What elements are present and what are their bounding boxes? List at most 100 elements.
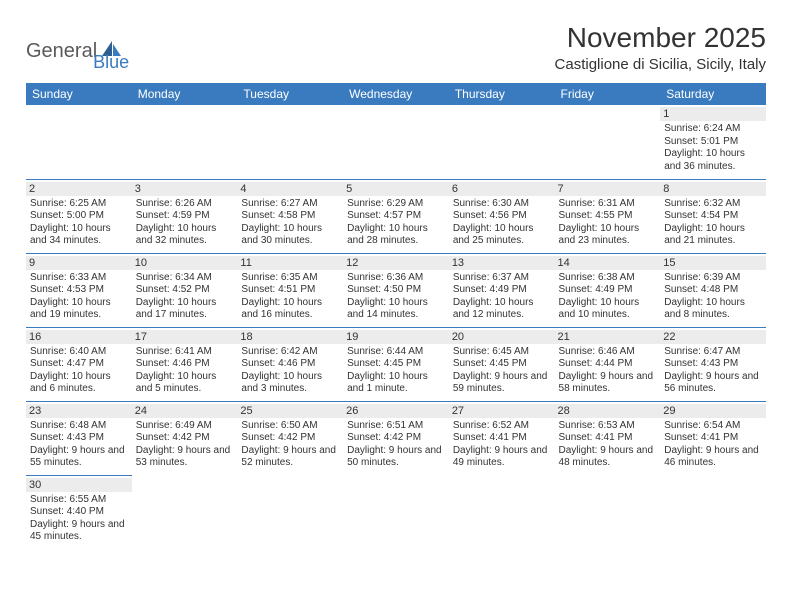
calendar-cell: 9Sunrise: 6:33 AMSunset: 4:53 PMDaylight… bbox=[26, 253, 132, 327]
sunset-text: Sunset: 4:43 PM bbox=[30, 432, 128, 445]
calendar-cell: 26Sunrise: 6:51 AMSunset: 4:42 PMDayligh… bbox=[343, 401, 449, 475]
location: Castiglione di Sicilia, Sicily, Italy bbox=[555, 56, 766, 73]
weekday-header: Friday bbox=[555, 83, 661, 105]
daylight-text: Daylight: 10 hours and 17 minutes. bbox=[136, 297, 234, 322]
logo-text-blue: Blue bbox=[93, 52, 129, 73]
sunset-text: Sunset: 4:54 PM bbox=[664, 210, 762, 223]
daylight-text: Daylight: 10 hours and 12 minutes. bbox=[453, 297, 551, 322]
sunrise-text: Sunrise: 6:32 AM bbox=[664, 198, 762, 211]
daylight-text: Daylight: 10 hours and 1 minute. bbox=[347, 371, 445, 396]
daylight-text: Daylight: 10 hours and 14 minutes. bbox=[347, 297, 445, 322]
sunset-text: Sunset: 4:49 PM bbox=[453, 284, 551, 297]
sunset-text: Sunset: 4:48 PM bbox=[664, 284, 762, 297]
calendar-cell bbox=[555, 475, 661, 549]
daylight-text: Daylight: 10 hours and 32 minutes. bbox=[136, 223, 234, 248]
day-number: 8 bbox=[660, 182, 766, 196]
calendar-body: 1Sunrise: 6:24 AMSunset: 5:01 PMDaylight… bbox=[26, 105, 766, 549]
sunrise-text: Sunrise: 6:47 AM bbox=[664, 346, 762, 359]
sunset-text: Sunset: 5:01 PM bbox=[664, 136, 762, 149]
day-number: 14 bbox=[555, 256, 661, 270]
header: General Blue November 2025 Castiglione d… bbox=[26, 22, 766, 73]
sunrise-text: Sunrise: 6:52 AM bbox=[453, 420, 551, 433]
day-number: 11 bbox=[237, 256, 343, 270]
calendar-cell: 22Sunrise: 6:47 AMSunset: 4:43 PMDayligh… bbox=[660, 327, 766, 401]
calendar-row: 16Sunrise: 6:40 AMSunset: 4:47 PMDayligh… bbox=[26, 327, 766, 401]
calendar-row: 30Sunrise: 6:55 AMSunset: 4:40 PMDayligh… bbox=[26, 475, 766, 549]
day-number: 25 bbox=[237, 404, 343, 418]
calendar-cell: 21Sunrise: 6:46 AMSunset: 4:44 PMDayligh… bbox=[555, 327, 661, 401]
sunset-text: Sunset: 4:42 PM bbox=[347, 432, 445, 445]
sunrise-text: Sunrise: 6:35 AM bbox=[241, 272, 339, 285]
daylight-text: Daylight: 9 hours and 46 minutes. bbox=[664, 445, 762, 470]
sunrise-text: Sunrise: 6:46 AM bbox=[559, 346, 657, 359]
daylight-text: Daylight: 9 hours and 48 minutes. bbox=[559, 445, 657, 470]
day-number: 2 bbox=[26, 182, 132, 196]
calendar-cell: 10Sunrise: 6:34 AMSunset: 4:52 PMDayligh… bbox=[132, 253, 238, 327]
daylight-text: Daylight: 10 hours and 3 minutes. bbox=[241, 371, 339, 396]
day-number: 13 bbox=[449, 256, 555, 270]
weekday-header: Monday bbox=[132, 83, 238, 105]
day-number: 28 bbox=[555, 404, 661, 418]
calendar-cell: 8Sunrise: 6:32 AMSunset: 4:54 PMDaylight… bbox=[660, 179, 766, 253]
calendar-cell: 27Sunrise: 6:52 AMSunset: 4:41 PMDayligh… bbox=[449, 401, 555, 475]
day-number: 24 bbox=[132, 404, 238, 418]
calendar-row: 9Sunrise: 6:33 AMSunset: 4:53 PMDaylight… bbox=[26, 253, 766, 327]
calendar-cell: 18Sunrise: 6:42 AMSunset: 4:46 PMDayligh… bbox=[237, 327, 343, 401]
daylight-text: Daylight: 10 hours and 30 minutes. bbox=[241, 223, 339, 248]
sunset-text: Sunset: 4:43 PM bbox=[664, 358, 762, 371]
sunrise-text: Sunrise: 6:40 AM bbox=[30, 346, 128, 359]
daylight-text: Daylight: 10 hours and 25 minutes. bbox=[453, 223, 551, 248]
calendar-row: 1Sunrise: 6:24 AMSunset: 5:01 PMDaylight… bbox=[26, 105, 766, 179]
sunset-text: Sunset: 4:41 PM bbox=[664, 432, 762, 445]
calendar-cell: 4Sunrise: 6:27 AMSunset: 4:58 PMDaylight… bbox=[237, 179, 343, 253]
calendar-cell bbox=[555, 105, 661, 179]
sunset-text: Sunset: 4:56 PM bbox=[453, 210, 551, 223]
sunrise-text: Sunrise: 6:51 AM bbox=[347, 420, 445, 433]
calendar-cell: 15Sunrise: 6:39 AMSunset: 4:48 PMDayligh… bbox=[660, 253, 766, 327]
calendar-cell bbox=[343, 475, 449, 549]
calendar-cell: 7Sunrise: 6:31 AMSunset: 4:55 PMDaylight… bbox=[555, 179, 661, 253]
calendar-cell: 17Sunrise: 6:41 AMSunset: 4:46 PMDayligh… bbox=[132, 327, 238, 401]
day-number: 19 bbox=[343, 330, 449, 344]
sunrise-text: Sunrise: 6:41 AM bbox=[136, 346, 234, 359]
day-number: 22 bbox=[660, 330, 766, 344]
sunset-text: Sunset: 4:45 PM bbox=[453, 358, 551, 371]
weekday-header: Sunday bbox=[26, 83, 132, 105]
calendar-cell: 25Sunrise: 6:50 AMSunset: 4:42 PMDayligh… bbox=[237, 401, 343, 475]
sunset-text: Sunset: 4:53 PM bbox=[30, 284, 128, 297]
daylight-text: Daylight: 9 hours and 50 minutes. bbox=[347, 445, 445, 470]
daylight-text: Daylight: 10 hours and 5 minutes. bbox=[136, 371, 234, 396]
month-title: November 2025 bbox=[555, 22, 766, 54]
daylight-text: Daylight: 9 hours and 45 minutes. bbox=[30, 519, 128, 544]
day-number: 23 bbox=[26, 404, 132, 418]
calendar-cell bbox=[26, 105, 132, 179]
weekday-header: Tuesday bbox=[237, 83, 343, 105]
day-number: 29 bbox=[660, 404, 766, 418]
sunrise-text: Sunrise: 6:55 AM bbox=[30, 494, 128, 507]
day-number: 21 bbox=[555, 330, 661, 344]
calendar-cell bbox=[237, 105, 343, 179]
sunrise-text: Sunrise: 6:44 AM bbox=[347, 346, 445, 359]
daylight-text: Daylight: 10 hours and 19 minutes. bbox=[30, 297, 128, 322]
calendar-cell: 3Sunrise: 6:26 AMSunset: 4:59 PMDaylight… bbox=[132, 179, 238, 253]
calendar-cell: 5Sunrise: 6:29 AMSunset: 4:57 PMDaylight… bbox=[343, 179, 449, 253]
calendar-cell: 24Sunrise: 6:49 AMSunset: 4:42 PMDayligh… bbox=[132, 401, 238, 475]
sunset-text: Sunset: 4:50 PM bbox=[347, 284, 445, 297]
sunrise-text: Sunrise: 6:38 AM bbox=[559, 272, 657, 285]
sunset-text: Sunset: 4:42 PM bbox=[241, 432, 339, 445]
calendar-cell: 28Sunrise: 6:53 AMSunset: 4:41 PMDayligh… bbox=[555, 401, 661, 475]
calendar-row: 2Sunrise: 6:25 AMSunset: 5:00 PMDaylight… bbox=[26, 179, 766, 253]
daylight-text: Daylight: 9 hours and 59 minutes. bbox=[453, 371, 551, 396]
sunrise-text: Sunrise: 6:50 AM bbox=[241, 420, 339, 433]
day-number: 3 bbox=[132, 182, 238, 196]
sunset-text: Sunset: 4:59 PM bbox=[136, 210, 234, 223]
sunrise-text: Sunrise: 6:37 AM bbox=[453, 272, 551, 285]
calendar-cell bbox=[237, 475, 343, 549]
weekday-header: Saturday bbox=[660, 83, 766, 105]
day-number: 10 bbox=[132, 256, 238, 270]
day-number: 16 bbox=[26, 330, 132, 344]
calendar-cell: 11Sunrise: 6:35 AMSunset: 4:51 PMDayligh… bbox=[237, 253, 343, 327]
calendar-table: SundayMondayTuesdayWednesdayThursdayFrid… bbox=[26, 83, 766, 549]
calendar-cell bbox=[660, 475, 766, 549]
sunrise-text: Sunrise: 6:39 AM bbox=[664, 272, 762, 285]
